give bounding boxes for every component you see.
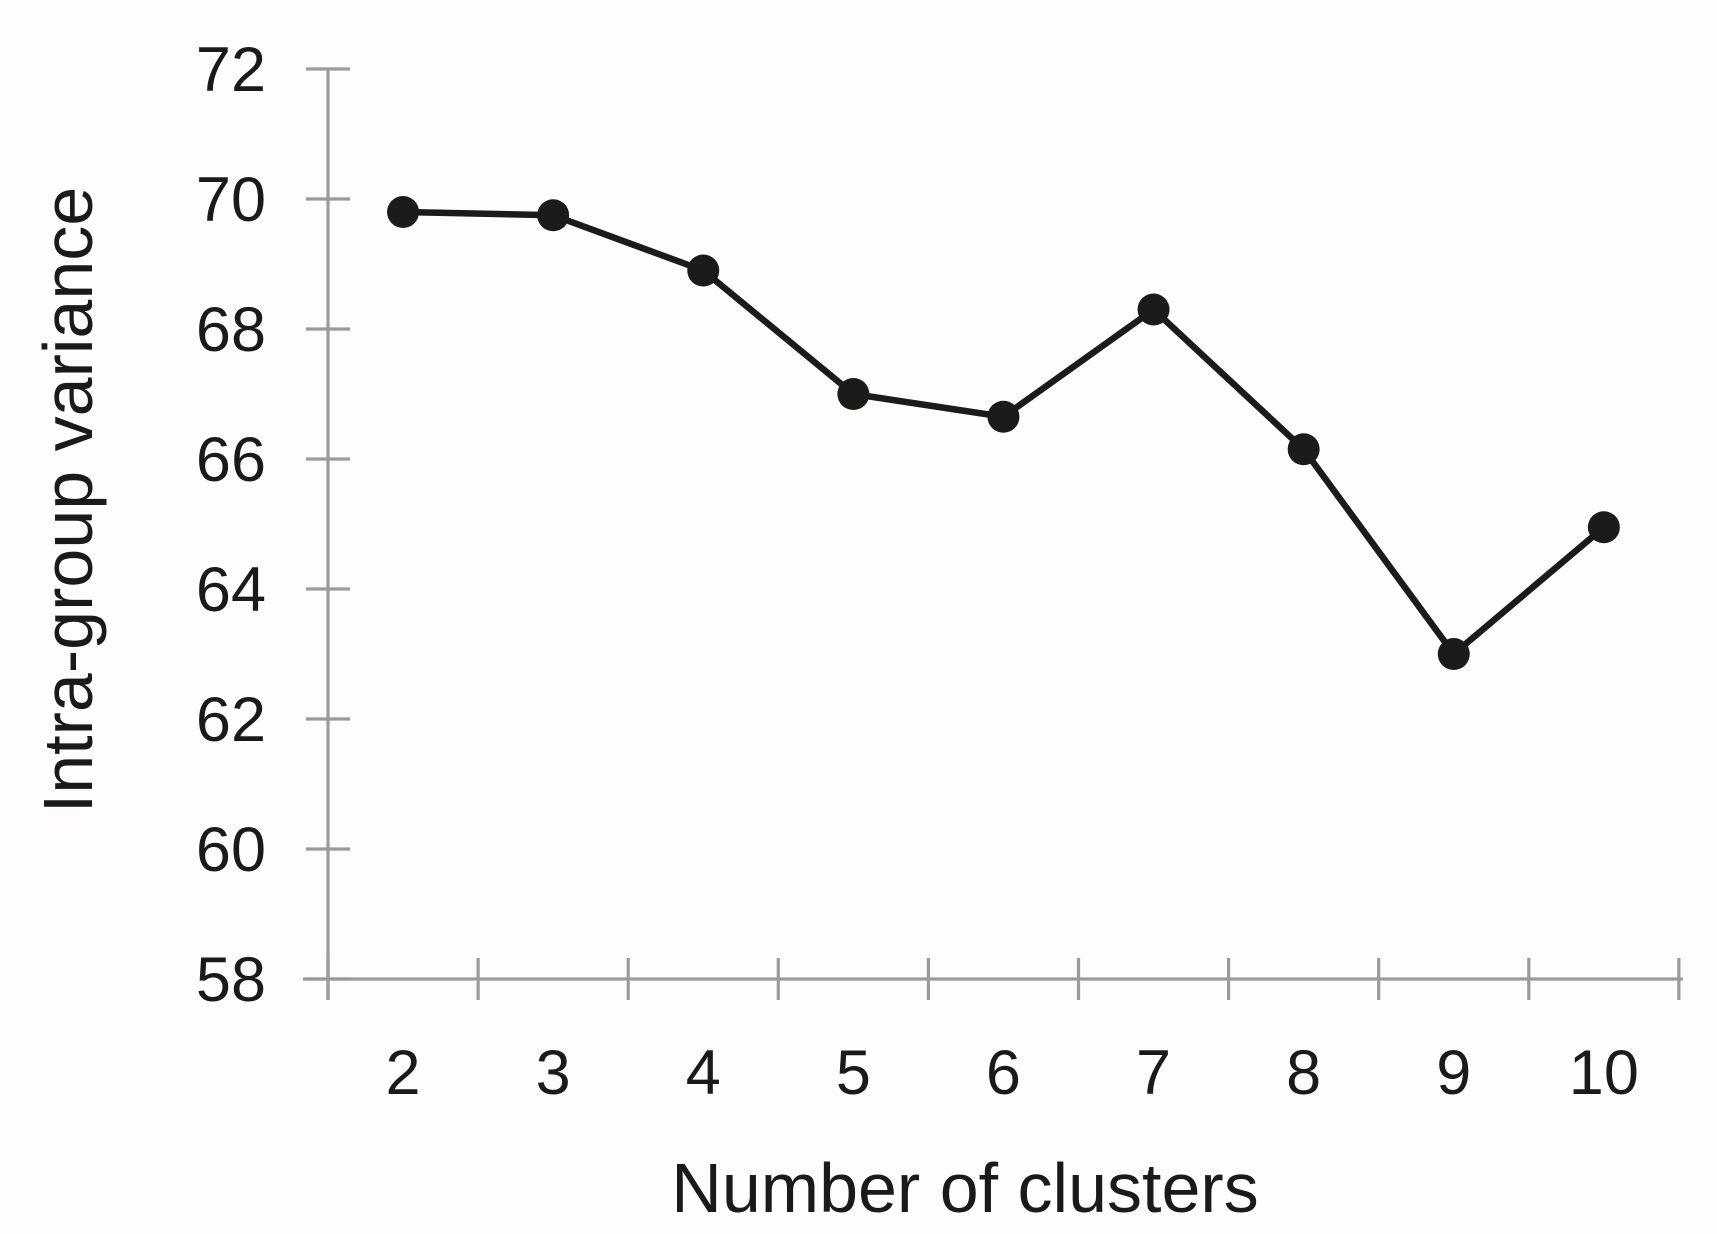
y-tick-label: 68 bbox=[196, 295, 266, 365]
data-point bbox=[537, 199, 570, 232]
data-point bbox=[387, 196, 420, 228]
data-series bbox=[387, 196, 1620, 670]
y-axis-title: Intra-group variance bbox=[29, 187, 107, 813]
y-tick-label: 62 bbox=[196, 685, 266, 755]
data-point bbox=[1137, 293, 1170, 326]
x-axis-title: Number of clusters bbox=[671, 1149, 1258, 1227]
y-tick-label: 60 bbox=[196, 815, 266, 885]
x-tick-label: 2 bbox=[386, 1038, 421, 1108]
x-tick-label: 10 bbox=[1569, 1038, 1639, 1108]
x-tick-label: 8 bbox=[1286, 1038, 1321, 1108]
x-tick-label: 4 bbox=[686, 1038, 721, 1108]
x-tick-label: 6 bbox=[986, 1038, 1021, 1108]
x-tick-label: 5 bbox=[836, 1038, 871, 1108]
data-point bbox=[687, 254, 720, 287]
data-point bbox=[987, 400, 1020, 433]
y-tick-label: 72 bbox=[196, 35, 266, 105]
data-point bbox=[1437, 638, 1470, 670]
x-tick-label: 9 bbox=[1436, 1038, 1471, 1108]
data-point bbox=[1287, 433, 1320, 466]
y-tick-label: 70 bbox=[196, 165, 266, 235]
x-tick-label: 3 bbox=[536, 1038, 571, 1108]
axes bbox=[303, 67, 1683, 1000]
x-tick-label: 7 bbox=[1136, 1038, 1171, 1108]
tick-labels: 58 60 62 64 66 68 70 72 2 3 4 5 6 7 8 9 10 bbox=[196, 35, 1639, 1108]
series-line bbox=[399, 208, 1608, 658]
y-tick-label: 58 bbox=[196, 945, 266, 1015]
data-point bbox=[837, 378, 870, 410]
y-tick-label: 64 bbox=[196, 555, 266, 625]
y-tick-label: 66 bbox=[196, 425, 266, 495]
data-point bbox=[1587, 511, 1620, 544]
